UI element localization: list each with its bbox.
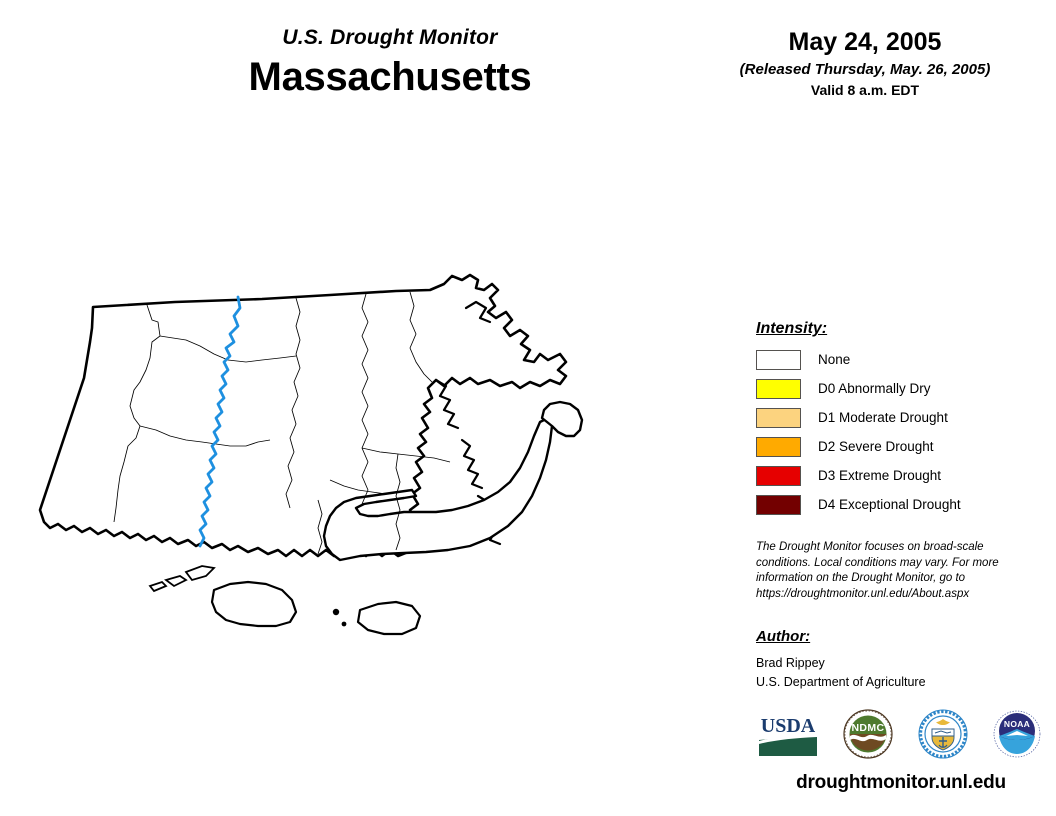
legend-swatch-none xyxy=(756,349,801,370)
legend: Intensity: None D0 Abnormally Dry D1 Mod… xyxy=(756,320,1046,522)
svg-text:USDA: USDA xyxy=(761,715,816,737)
cape-cod-outline xyxy=(322,400,584,562)
legend-label-d3: D3 Extreme Drought xyxy=(818,468,942,483)
page-title: Massachusetts xyxy=(248,55,532,100)
legend-label-d0: D0 Abnormally Dry xyxy=(818,381,931,396)
legend-swatch-d0 xyxy=(756,378,801,399)
drought-monitor-supertitle: U.S. Drought Monitor xyxy=(282,26,498,49)
legend-item-none[interactable]: None xyxy=(756,348,1046,371)
drought-map[interactable] xyxy=(0,250,745,710)
legend-swatch-d3 xyxy=(756,465,801,486)
disclaimer-text: The Drought Monitor focuses on broad-sca… xyxy=(756,541,999,600)
nantucket-outline xyxy=(332,600,422,636)
legend-item-d0[interactable]: D0 Abnormally Dry xyxy=(756,377,1046,400)
author-name: Brad Rippey xyxy=(756,656,825,670)
legend-swatch-d2 xyxy=(756,436,801,457)
legend-item-d1[interactable]: D1 Moderate Drought xyxy=(756,406,1046,429)
legend-label-none: None xyxy=(818,352,851,367)
county-boundaries xyxy=(113,291,451,555)
author-heading: Author: xyxy=(756,628,811,645)
noaa-seal-logo[interactable] xyxy=(918,709,968,759)
author-affiliation: U.S. Department of Agriculture xyxy=(756,675,926,690)
noaa-logo[interactable]: NOAA xyxy=(992,709,1042,759)
map-date: May 24, 2005 xyxy=(788,28,942,56)
header-date-block: May 24, 2005 (Released Thursday, May. 26… xyxy=(690,28,1040,98)
svg-text:NDMC: NDMC xyxy=(852,722,885,734)
site-url[interactable]: droughtmonitor.unl.edu xyxy=(796,772,1006,793)
legend-label-d4: D4 Exceptional Drought xyxy=(818,497,961,512)
connecticut-river xyxy=(198,295,242,548)
usda-logo[interactable]: USDA xyxy=(757,710,819,758)
legend-heading: Intensity: xyxy=(756,320,828,337)
legend-swatch-d4 xyxy=(756,494,801,515)
legend-label-d1: D1 Moderate Drought xyxy=(818,410,948,425)
release-date: (Released Thursday, May. 26, 2005) xyxy=(739,60,991,78)
legend-item-d4[interactable]: D4 Exceptional Drought xyxy=(756,493,1046,516)
legend-swatch-d1 xyxy=(756,407,801,428)
header-title-block: U.S. Drought Monitor Massachusetts xyxy=(120,26,660,100)
logo-row: USDA NDMC NOAA xyxy=(757,705,1042,763)
elizabeth-islands-outline xyxy=(148,565,216,593)
legend-item-d3[interactable]: D3 Extreme Drought xyxy=(756,464,1046,487)
valid-time: Valid 8 a.m. EDT xyxy=(810,82,920,98)
ndmc-logo[interactable]: NDMC xyxy=(843,709,893,759)
legend-label-d2: D2 Severe Drought xyxy=(818,439,934,454)
author-block: Author: Brad Rippey U.S. Department of A… xyxy=(756,628,1036,693)
marthas-vineyard-outline xyxy=(210,580,298,628)
svg-text:NOAA: NOAA xyxy=(1004,719,1030,729)
legend-item-d2[interactable]: D2 Severe Drought xyxy=(756,435,1046,458)
